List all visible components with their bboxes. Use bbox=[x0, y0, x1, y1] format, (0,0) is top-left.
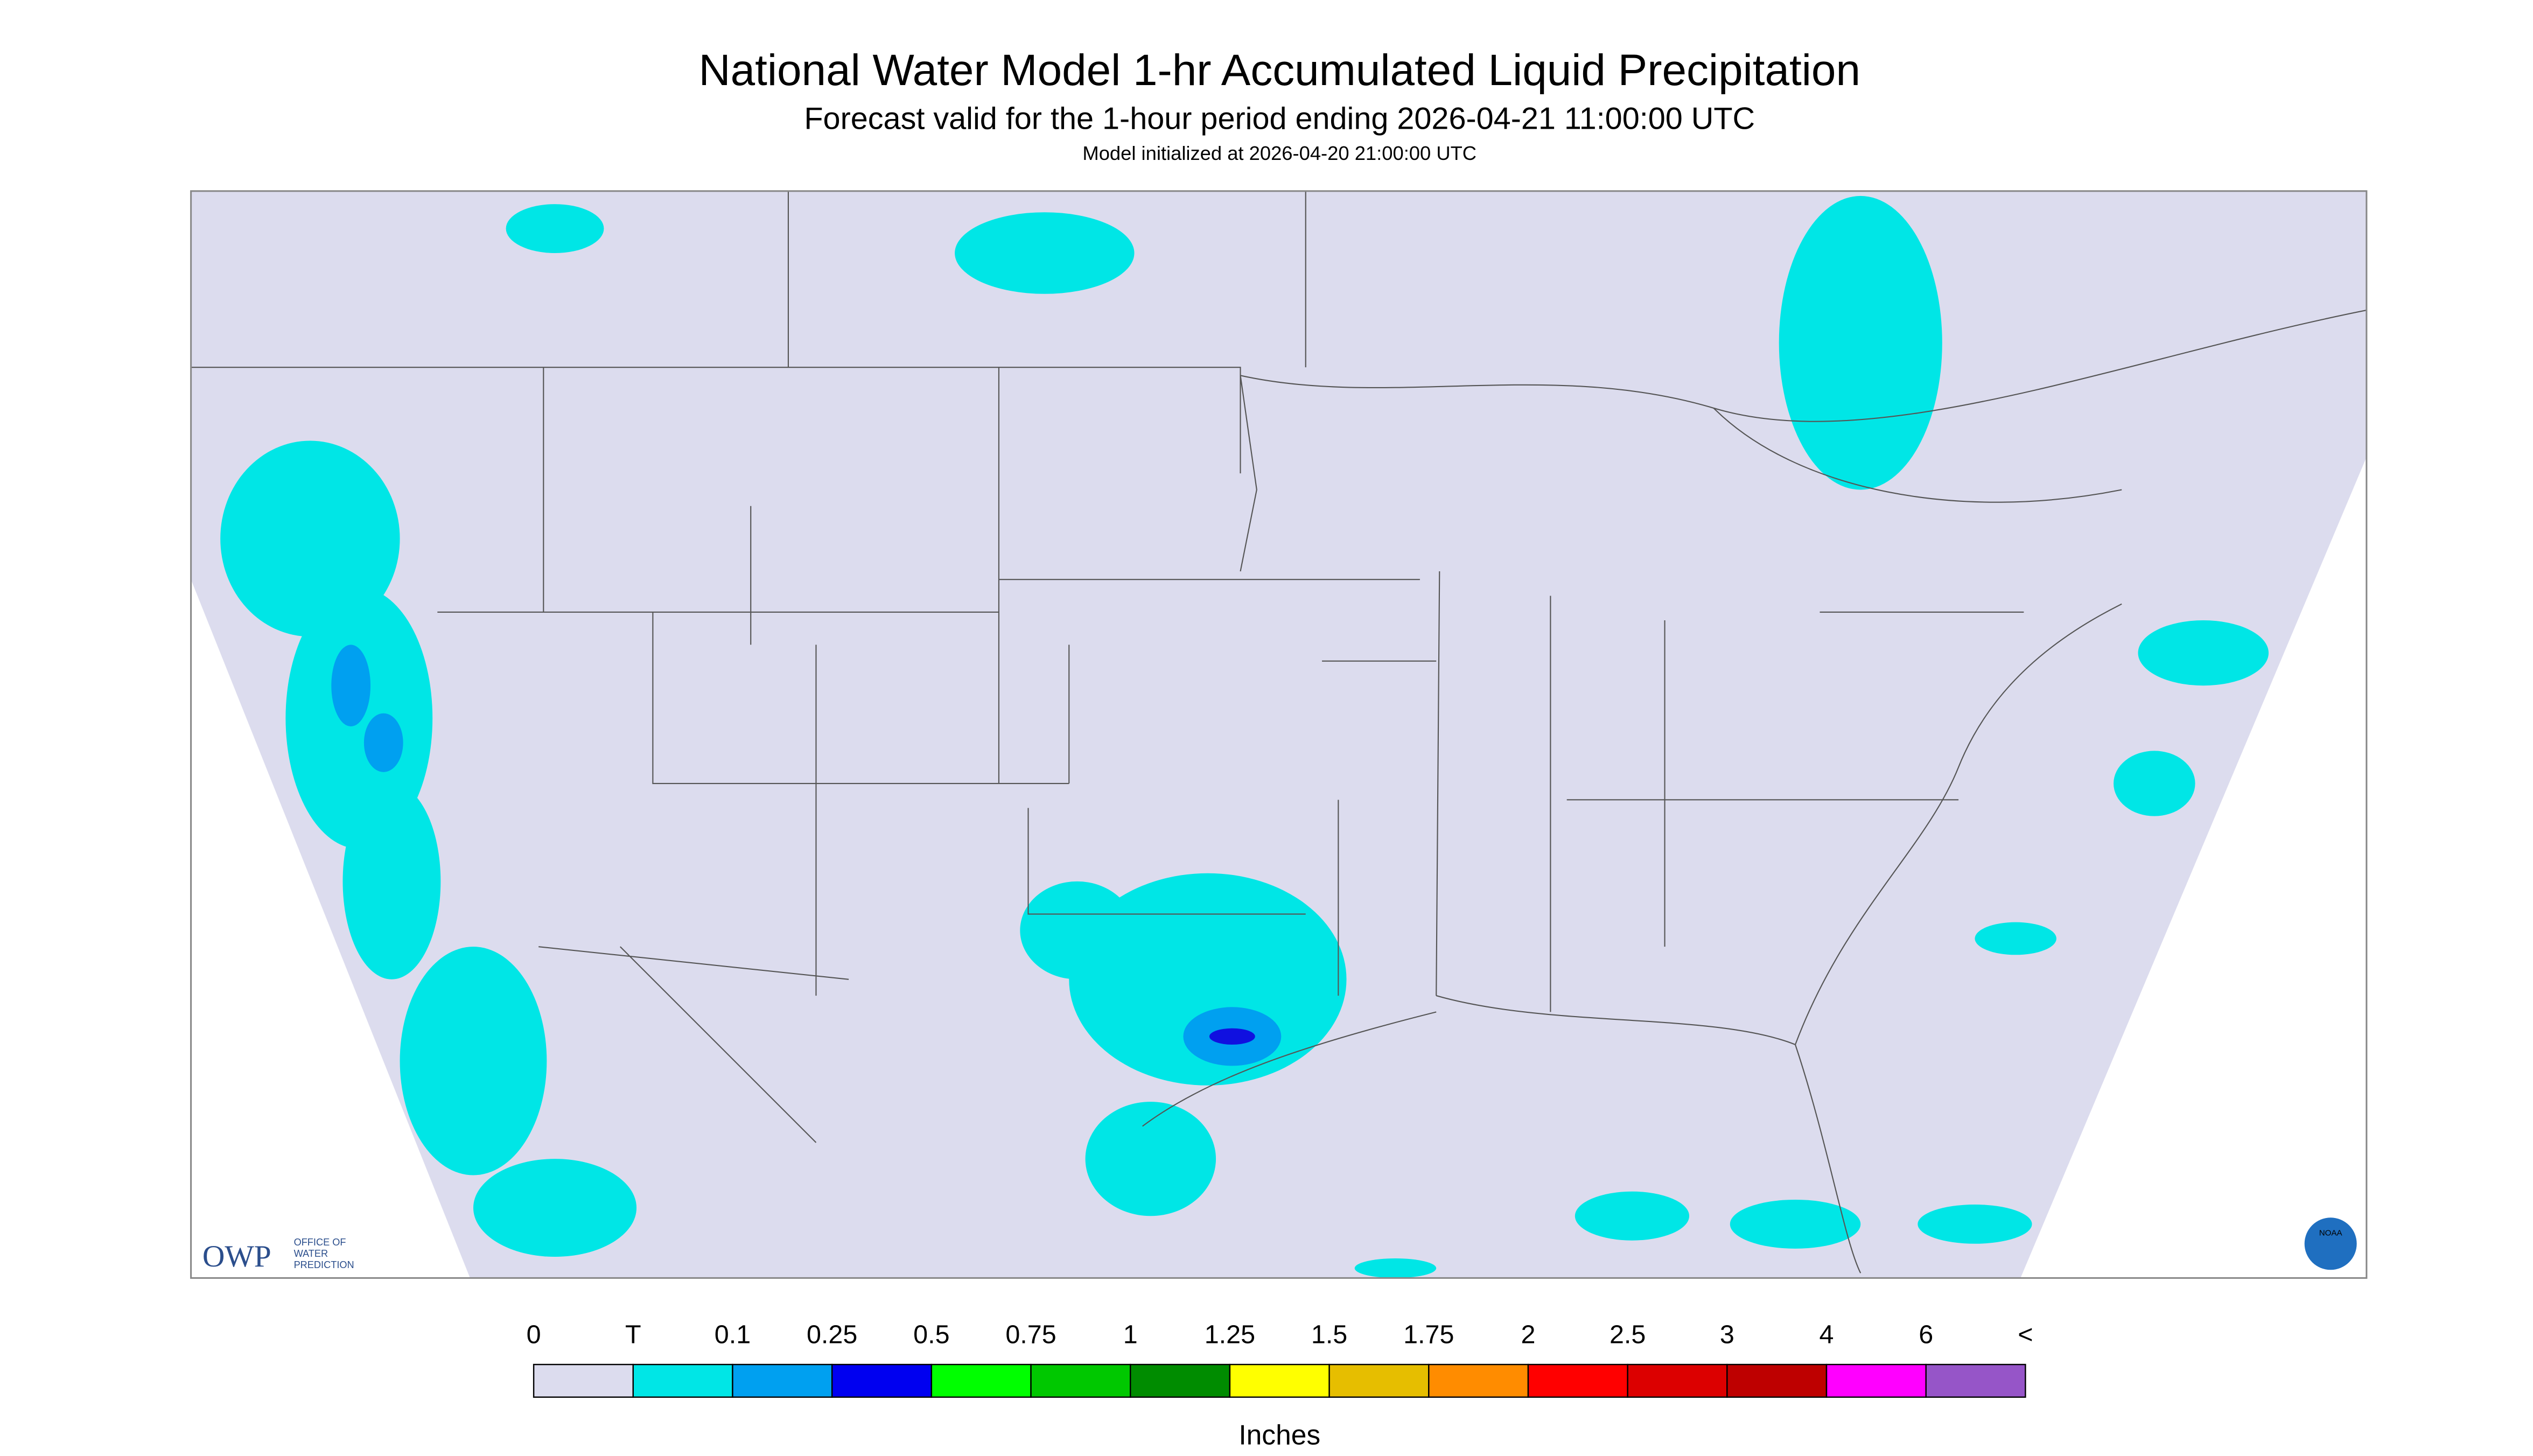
legend-swatch bbox=[1825, 1363, 1927, 1398]
legend-swatch bbox=[632, 1363, 733, 1398]
logo-subtext: WATER bbox=[294, 1248, 328, 1259]
map: OWP OFFICE OF WATER PREDICTION NOAA bbox=[190, 190, 2368, 1279]
legend-label: 1.75 bbox=[1403, 1320, 1454, 1349]
legend-unit: Inches bbox=[1238, 1419, 1320, 1451]
init-note: Model initialized at 2026-04-20 21:00:00… bbox=[1082, 142, 1477, 164]
legend-swatch bbox=[1030, 1363, 1131, 1398]
legend-label: 1.5 bbox=[1311, 1320, 1347, 1349]
legend-label: T bbox=[625, 1320, 641, 1349]
legend-swatch bbox=[831, 1363, 933, 1398]
legend-label: 4 bbox=[1820, 1320, 1834, 1349]
map-area bbox=[191, 191, 2367, 1278]
precipitation bbox=[220, 195, 2269, 1278]
legend-swatch bbox=[1925, 1363, 2026, 1398]
legend-label: 2.5 bbox=[1610, 1320, 1646, 1349]
legend-label: 2 bbox=[1521, 1320, 1535, 1349]
legend-swatch bbox=[533, 1363, 634, 1398]
legend-label: 3 bbox=[1720, 1320, 1734, 1349]
legend-swatch bbox=[732, 1363, 833, 1398]
legend-label: 6 bbox=[1919, 1320, 1933, 1349]
legend-swatch bbox=[1428, 1363, 1529, 1398]
title: National Water Model 1-hr Accumulated Li… bbox=[699, 46, 1860, 95]
legend: 0 T 0.1 0.25 0.5 0.75 1 1.25 1.5 1.75 2 2.5 3 4 6 < bbox=[527, 1320, 2033, 1398]
logo-subtext: OFFICE OF bbox=[294, 1237, 346, 1248]
legend-label: 1 bbox=[1123, 1320, 1138, 1349]
legend-label: 0 bbox=[527, 1320, 541, 1349]
legend-label: < bbox=[2018, 1320, 2033, 1349]
legend-label: 0.75 bbox=[1005, 1320, 1056, 1349]
legend-swatch bbox=[1527, 1363, 1628, 1398]
legend-label: 0.25 bbox=[807, 1320, 857, 1349]
legend-label: 1.25 bbox=[1205, 1320, 1255, 1349]
legend-swatch bbox=[1229, 1363, 1330, 1398]
legend-label: 0.1 bbox=[715, 1320, 751, 1349]
legend-swatch bbox=[1328, 1363, 1430, 1398]
noaa-logo bbox=[2304, 1217, 2357, 1270]
logo-subtext: PREDICTION bbox=[294, 1259, 354, 1270]
projection-edge bbox=[2020, 457, 2367, 1278]
legend-swatch bbox=[1627, 1363, 1728, 1398]
map-frame bbox=[190, 190, 2368, 1279]
subtitle: Forecast valid for the 1-hour period end… bbox=[804, 102, 1755, 136]
legend-swatch bbox=[1130, 1363, 1231, 1398]
noaa-text: NOAA bbox=[2319, 1229, 2343, 1238]
logo-text: OWP bbox=[202, 1240, 271, 1273]
legend-swatch bbox=[930, 1363, 1032, 1398]
legend-swatch bbox=[1726, 1363, 1828, 1398]
legend-label: 0.5 bbox=[913, 1320, 949, 1349]
